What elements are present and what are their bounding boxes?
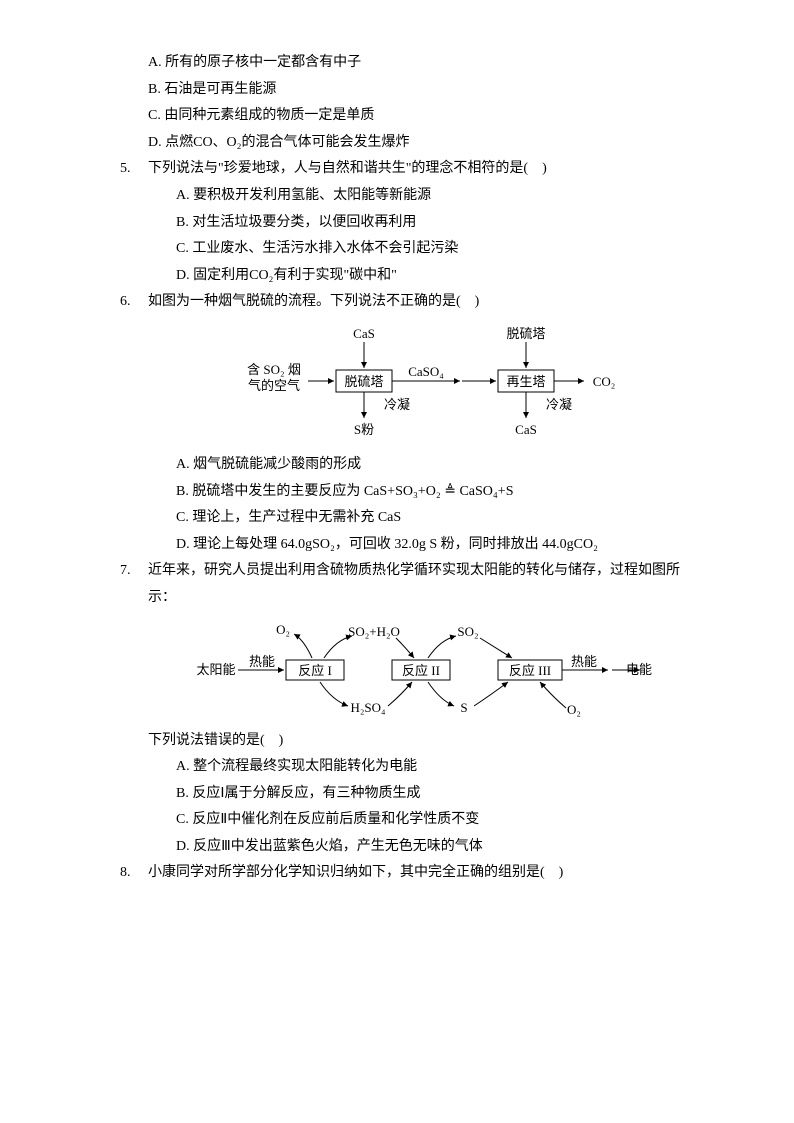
svg-text:CaS: CaS [515,422,537,437]
question-7: 7. 近年来，研究人员提出利用含硫物质热化学循环实现太阳能的转化与储存，过程如图… [120,558,704,860]
svg-text:SO₂+H₂O: SO₂+H₂O [348,624,400,639]
q6-option-d: D. 理论上每处理 64.0gSO₂，可回收 32.0g S 粉，同时排放出 4… [176,532,704,559]
svg-text:CO₂: CO₂ [593,374,616,389]
svg-text:O₂: O₂ [567,702,581,717]
q5-option-d: D. 固定利用CO₂有利于实现"碳中和" [176,263,704,290]
q7-flowchart: 太阳能 热能 反应 I 反应 II 反应 III 热能 电能 O₂ SO₂+H₂… [196,620,656,720]
svg-text:S: S [460,700,467,715]
svg-text:S粉: S粉 [354,422,374,437]
q6-option-b: B. 脱硫塔中发生的主要反应为 CaS+SO₃+O₂ ≜ CaSO₄+S [176,479,704,506]
svg-text:脱硫塔: 脱硫塔 [506,326,545,341]
q6-option-c: C. 理论上，生产过程中无需补充 CaS [176,505,704,532]
svg-text:气的空气: 气的空气 [248,378,300,393]
q6-option-a: A. 烟气脱硫能减少酸雨的形成 [176,452,704,479]
svg-text:H₂SO₄: H₂SO₄ [350,700,386,715]
q5-option-a: A. 要积极开发利用氢能、太阳能等新能源 [176,183,704,210]
q5-option-c: C. 工业废水、生活污水排入水体不会引起污染 [176,236,704,263]
q4-option-b: B. 石油是可再生能源 [148,77,704,104]
svg-text:太阳能: 太阳能 [196,662,235,677]
q7-option-c: C. 反应Ⅱ中催化剂在反应前后质量和化学性质不变 [176,807,704,834]
svg-text:再生塔: 再生塔 [506,374,545,389]
svg-text:SO₂: SO₂ [457,624,478,639]
q7-diagram: 太阳能 热能 反应 I 反应 II 反应 III 热能 电能 O₂ SO₂+H₂… [148,620,704,720]
q4-option-a: A. 所有的原子核中一定都含有中子 [148,50,704,77]
question-6: 6. 如图为一种烟气脱硫的流程。下列说法不正确的是( ) CaS 含 SO₂ 烟… [120,289,704,558]
question-8: 8. 小康同学对所学部分化学知识归纳如下，其中完全正确的组别是( ) [120,860,704,887]
svg-text:CaS: CaS [353,326,375,341]
q8-stem: 小康同学对所学部分化学知识归纳如下，其中完全正确的组别是( ) [148,860,704,887]
svg-text:脱硫塔: 脱硫塔 [344,374,383,389]
svg-text:反应 III: 反应 III [509,663,551,678]
svg-text:热能: 热能 [571,654,597,669]
q7-number: 7. [120,558,148,860]
q7-option-b: B. 反应Ⅰ属于分解反应，有三种物质生成 [176,781,704,808]
q6-flowchart: CaS 含 SO₂ 烟 气的空气 脱硫塔 CaSO₄ 冷凝 S粉 脱硫塔 再生塔… [216,324,636,444]
q7-option-a: A. 整个流程最终实现太阳能转化为电能 [176,754,704,781]
q8-number: 8. [120,860,148,887]
q4-option-d: D. 点燃CO、O₂的混合气体可能会发生爆炸 [148,130,704,157]
question-5: 5. 下列说法与"珍爱地球，人与自然和谐共生"的理念不相符的是( ) A. 要积… [120,156,704,289]
q4-option-c: C. 由同种元素组成的物质一定是单质 [148,103,704,130]
q7-option-d: D. 反应Ⅲ中发出蓝紫色火焰，产生无色无味的气体 [176,834,704,861]
q6-diagram: CaS 含 SO₂ 烟 气的空气 脱硫塔 CaSO₄ 冷凝 S粉 脱硫塔 再生塔… [148,324,704,444]
svg-text:热能: 热能 [249,654,275,669]
q5-stem: 下列说法与"珍爱地球，人与自然和谐共生"的理念不相符的是( ) [148,156,704,183]
q7-stem: 近年来，研究人员提出利用含硫物质热化学循环实现太阳能的转化与储存，过程如图所示： [148,558,704,611]
q6-stem: 如图为一种烟气脱硫的流程。下列说法不正确的是( ) [148,289,704,316]
svg-text:含 SO₂ 烟: 含 SO₂ 烟 [247,362,301,377]
svg-text:O₂: O₂ [276,622,290,637]
q5-option-b: B. 对生活垃圾要分类，以便回收再利用 [176,210,704,237]
svg-text:冷凝: 冷凝 [384,397,410,412]
q5-number: 5. [120,156,148,289]
q6-number: 6. [120,289,148,558]
svg-text:反应 II: 反应 II [402,663,440,678]
svg-text:冷凝: 冷凝 [546,397,572,412]
svg-text:CaSO₄: CaSO₄ [408,364,444,379]
svg-text:电能: 电能 [626,662,652,677]
svg-text:反应 I: 反应 I [298,663,332,678]
q7-followup: 下列说法错误的是( ) [148,728,704,755]
